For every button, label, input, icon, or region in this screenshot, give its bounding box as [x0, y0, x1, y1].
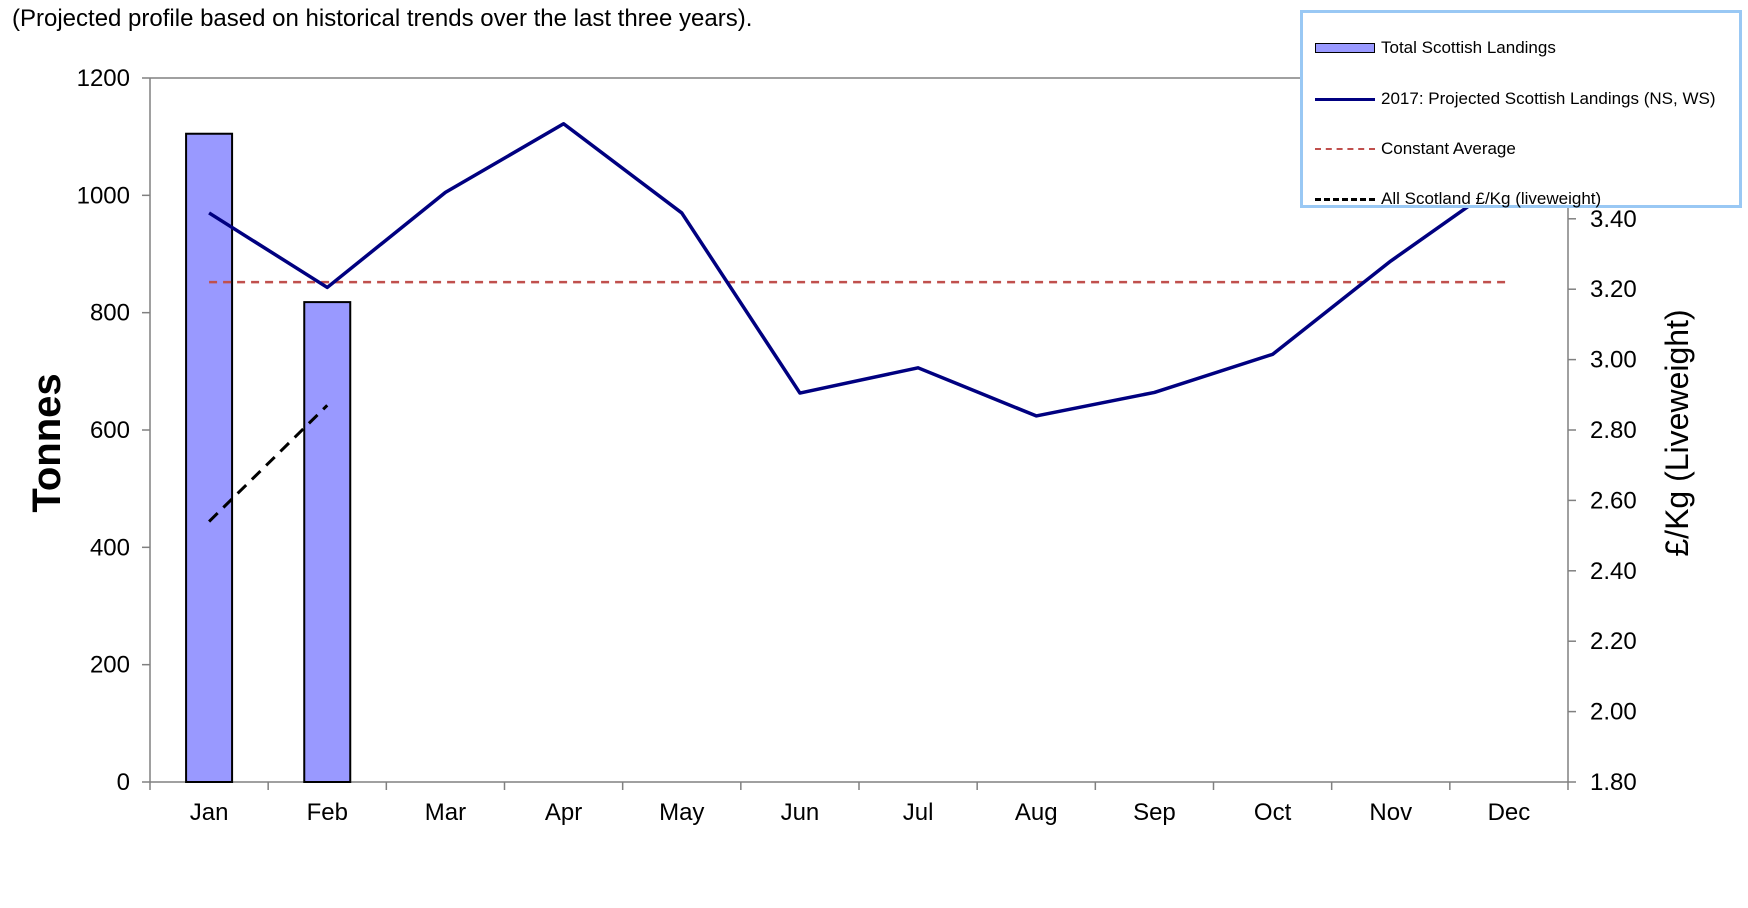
x-tick-label: Mar — [425, 799, 466, 826]
price-line — [208, 404, 329, 523]
y2-tick-label: 2.40 — [1590, 558, 1637, 585]
y-tick-label: 200 — [90, 652, 130, 679]
x-tick-label: Dec — [1488, 799, 1531, 826]
axes-group: 0 200 400 600 800 1000 1200 1.80 2.00 2.20 2.40 2.6… — [77, 65, 1637, 826]
chart-subtitle: (Projected profile based on historical t… — [12, 5, 753, 32]
y-tick-label: 400 — [90, 534, 130, 561]
x-tick-label: Feb — [307, 799, 348, 826]
bar — [185, 132, 234, 783]
lines-group — [208, 122, 1510, 523]
x-tick-label: May — [659, 799, 704, 826]
y2-tick-label: 3.40 — [1590, 206, 1637, 233]
legend-label: Constant Average — [1381, 139, 1516, 158]
legend-label: All Scotland £/Kg (liveweight) — [1381, 189, 1602, 208]
x-tick-label: Apr — [545, 799, 582, 826]
bars-group — [185, 132, 352, 783]
y2-tick-label: 1.80 — [1590, 769, 1637, 796]
y2-tick-label: 2.80 — [1590, 417, 1637, 444]
legend-item-constant-average: Constant Average — [1315, 137, 1516, 161]
y2-tick-label: 2.60 — [1590, 487, 1637, 514]
x-tick-label: Aug — [1015, 799, 1058, 826]
legend-swatch-black-dashed — [1315, 192, 1375, 206]
chart-legend: Total Scottish Landings 2017: Projected … — [1300, 10, 1742, 208]
x-tick-label: Jan — [190, 799, 229, 826]
legend-item-price: All Scotland £/Kg (liveweight) — [1315, 187, 1601, 211]
legend-label: Total Scottish Landings — [1381, 38, 1556, 57]
bar — [303, 301, 352, 783]
y2-tick-label: 2.00 — [1590, 699, 1637, 726]
x-tick-label: Jun — [781, 799, 820, 826]
legend-label: 2017: Projected Scottish Landings (NS, W… — [1381, 89, 1716, 108]
legend-item-total-landings: Total Scottish Landings — [1315, 36, 1556, 60]
y-tick-label: 1000 — [77, 182, 130, 209]
y2-tick-label: 2.20 — [1590, 628, 1637, 655]
legend-swatch-red-dashed — [1315, 142, 1375, 156]
projected-landings-line — [208, 122, 1510, 418]
x-tick-label: Nov — [1369, 799, 1412, 826]
legend-swatch-bar — [1315, 41, 1375, 55]
y2-axis-title: £/Kg (Liveweight) — [1659, 309, 1695, 556]
y-tick-label: 0 — [117, 769, 130, 796]
legend-swatch-solid-line — [1315, 92, 1375, 106]
x-tick-label: Sep — [1133, 799, 1176, 826]
legend-item-projected-landings: 2017: Projected Scottish Landings (NS, W… — [1315, 87, 1716, 111]
y2-tick-label: 3.20 — [1590, 276, 1637, 303]
y-tick-label: 1200 — [77, 65, 130, 92]
y-axis-title: Tonnes — [25, 373, 69, 512]
y-tick-label: 600 — [90, 417, 130, 444]
y2-tick-label: 3.00 — [1590, 347, 1637, 374]
y-tick-label: 800 — [90, 300, 130, 327]
x-tick-label: Oct — [1254, 799, 1292, 826]
x-tick-label: Jul — [903, 799, 934, 826]
